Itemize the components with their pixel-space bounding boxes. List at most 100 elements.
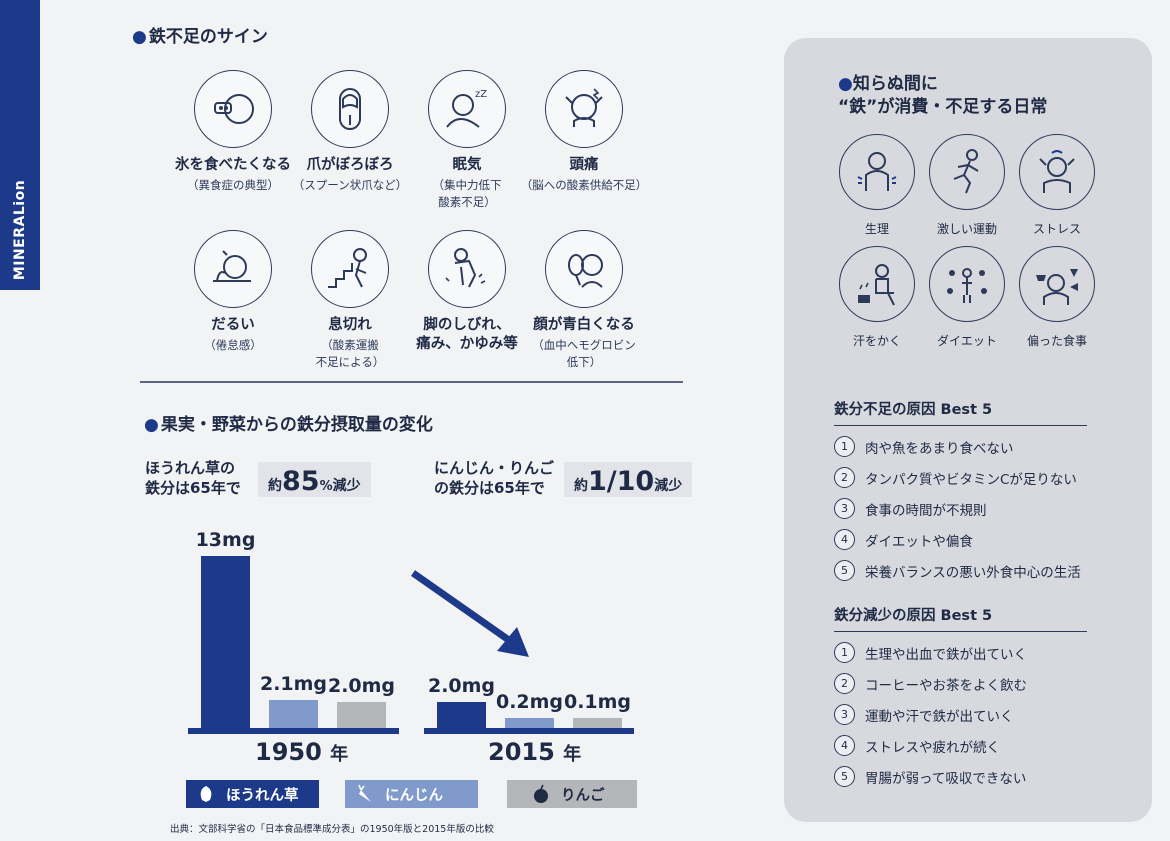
- sign-sub: （スプーン状爪など）: [292, 177, 408, 192]
- brand-bar: [0, 0, 40, 290]
- fact-carrot-apple-box: 約 1/10 減少: [564, 462, 693, 497]
- list-item: 2 タンパク質やビタミンCが足りない: [834, 462, 1134, 493]
- unbalanced-meal-icon: [1019, 246, 1095, 322]
- sign-sub: （異食症の典型）: [187, 177, 279, 192]
- bar-label: 2.0mg: [427, 674, 496, 697]
- year-2015: 2015 年: [488, 738, 582, 766]
- list-item: 1 肉や魚をあまり食べない: [834, 431, 1134, 462]
- bullet-dot-icon: ●: [144, 415, 159, 435]
- fatigue-icon: [194, 230, 272, 308]
- year-1950: 1950 年: [255, 738, 349, 766]
- sign-label: 爪がぼろぼろ: [306, 157, 394, 173]
- daily-label: ストレス: [1032, 222, 1081, 236]
- sign-label: だるい: [211, 317, 255, 333]
- spoon-nail-icon: [311, 70, 389, 148]
- exercise-icon: [929, 134, 1005, 210]
- bar-label: 0.1mg: [563, 691, 632, 713]
- sign-item: 爪がぼろぼろ （スプーン状爪など）: [280, 70, 420, 194]
- fact-carrot-apple-text: にんじん・りんご の鉄分は65年で: [434, 459, 555, 498]
- daily-item: ストレス: [1015, 134, 1099, 237]
- sign-item: 顔が青白くなる （血中ヘモグロビン 低下）: [514, 230, 654, 370]
- apple-icon: [534, 784, 548, 803]
- bar-label: 2.1mg: [259, 673, 328, 696]
- list-item: 4 ストレスや疲れが続く: [834, 730, 1134, 761]
- spinach-icon: [200, 786, 212, 802]
- decrease-causes-title: 鉄分減少の原因 Best 5: [834, 604, 1087, 632]
- source-note: 出典：文部科学省の「日本食品標準成分表」の1950年版と2015年版の比較: [170, 824, 494, 835]
- baseline-1950: [188, 728, 399, 734]
- sign-label: 氷を食べたくなる: [175, 157, 291, 173]
- list-item: 2 コーヒーやお茶をよく飲む: [834, 668, 1134, 699]
- bar-2-1: [573, 718, 622, 728]
- daily-label: 生理: [864, 222, 889, 236]
- rank-number: 1: [834, 436, 855, 457]
- ice-eating-icon: [194, 70, 272, 148]
- list-item: 5 胃腸が弱って吸収できない: [834, 761, 1134, 792]
- daily-item: 生理: [835, 134, 919, 237]
- daily-title: ●知らぬ間に “鉄”が消費・不足する日常: [838, 74, 1048, 117]
- rank-number: 5: [834, 560, 855, 581]
- baseline-2015: [424, 728, 634, 734]
- bar-label: 0.2mg: [495, 691, 564, 713]
- sign-label: 眠気: [452, 157, 482, 173]
- bar-label: 2.0mg: [327, 674, 396, 697]
- sleepy-icon: zZ: [428, 70, 506, 148]
- pale-face-icon: [545, 230, 623, 308]
- daily-label: 偏った食事: [1026, 334, 1087, 348]
- bar-0-0: [201, 556, 250, 728]
- bullet-dot-icon: ●: [838, 74, 853, 94]
- daily-item: 激しい運動: [925, 134, 1009, 237]
- carrot-icon: [358, 784, 371, 802]
- fact-spinach-box: 約 85% 減少: [258, 462, 371, 497]
- rank-number: 3: [834, 498, 855, 519]
- sweat-icon: [839, 246, 915, 322]
- sign-label: 息切れ: [328, 317, 372, 333]
- sign-label: 頭痛: [569, 157, 599, 173]
- rank-number: 4: [834, 735, 855, 756]
- intake-title: ● 果実・野菜からの鉄分摂取量の変化: [144, 415, 433, 435]
- list-item: 3 食事の時間が不規則: [834, 493, 1134, 524]
- bullet-dot-icon: ●: [132, 27, 147, 47]
- leg-numb-icon: [428, 230, 506, 308]
- legend-apple: りんご: [507, 780, 637, 808]
- stress-icon: [1019, 134, 1095, 210]
- list-item: 4 ダイエットや偏食: [834, 524, 1134, 555]
- section-divider: [140, 381, 683, 383]
- bar-label: 13mg: [195, 529, 256, 551]
- rank-number: 2: [834, 673, 855, 694]
- list-item: 3 運動や汗で鉄が出ていく: [834, 699, 1134, 730]
- signs-title: ● 鉄不足のサイン: [132, 27, 268, 47]
- headache-icon: [545, 70, 623, 148]
- breathless-icon: [311, 230, 389, 308]
- sign-sub: （酸素運搬 不足による）: [315, 337, 385, 369]
- daily-label: 激しい運動: [936, 222, 997, 236]
- list-item: 5 栄養バランスの悪い外食中心の生活: [834, 555, 1134, 586]
- sign-item: だるい （倦怠感）: [163, 230, 303, 354]
- iron-intake-chart: 13mg 2.0mg 2.1mg 0.2mg 2.0mg 0.1mg: [195, 529, 632, 728]
- period-icon: [839, 134, 915, 210]
- sign-item: 息切れ （酸素運搬 不足による）: [280, 230, 420, 370]
- rank-number: 2: [834, 467, 855, 488]
- bar-1-0: [269, 700, 318, 728]
- rank-number: 4: [834, 529, 855, 550]
- sign-item: zZ 眠気 （集中力低下 酸素不足）: [397, 70, 537, 210]
- daily-item: 汗をかく: [835, 246, 919, 349]
- daily-label: ダイエット: [937, 334, 997, 348]
- sign-item: 頭痛 （脳への酸素供給不足）: [514, 70, 654, 194]
- sign-label: 顔が青白くなる: [533, 317, 635, 333]
- bar-0-1: [437, 701, 486, 728]
- fact-spinach-text: ほうれん草の 鉄分は65年で: [145, 459, 241, 498]
- legend-carrot: にんじん: [345, 780, 478, 808]
- deficiency-causes-list: 1 肉や魚をあまり食べない 2 タンパク質やビタミンCが足りない 3 食事の時間が不規…: [834, 431, 1134, 586]
- daily-item: 偏った食事: [1015, 246, 1099, 349]
- rank-number: 5: [834, 766, 855, 787]
- list-item: 1 生理や出血で鉄が出ていく: [834, 637, 1134, 668]
- sign-sub: （倦怠感）: [204, 337, 262, 352]
- deficiency-causes-title: 鉄分不足の原因 Best 5: [834, 398, 1087, 426]
- sign-sub: （血中ヘモグロビン 低下）: [532, 337, 636, 369]
- diet-icon: [929, 246, 1005, 322]
- bar-1-1: [505, 718, 554, 728]
- daily-label: 汗をかく: [852, 334, 901, 348]
- rank-number: 3: [834, 704, 855, 725]
- legend-spinach: ほうれん草: [186, 780, 319, 808]
